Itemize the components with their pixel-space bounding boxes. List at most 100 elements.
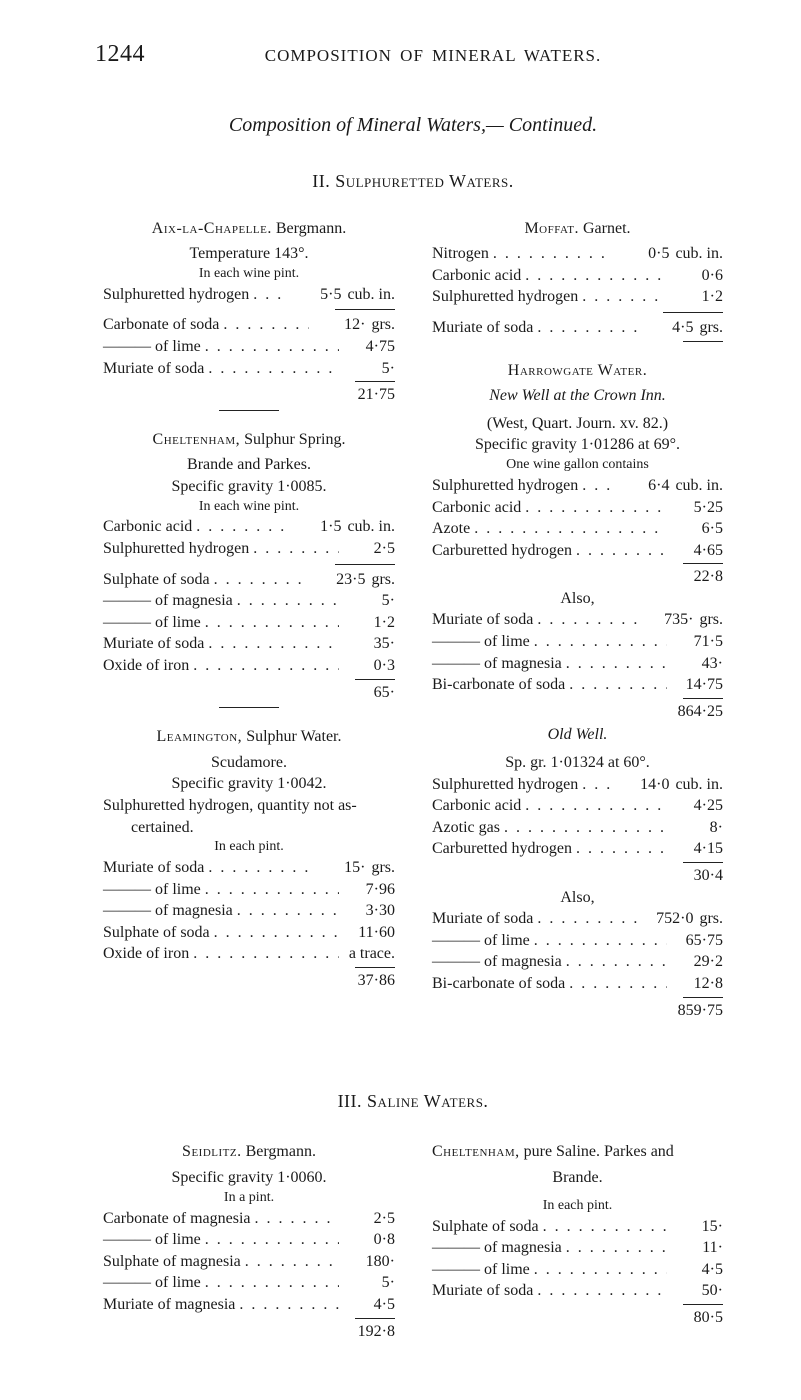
data-row: Muriate of soda735·grs. (432, 609, 723, 631)
data-row: Sulphate of soda 23·5 grs. (103, 569, 395, 591)
old-well-sum1-value: 30·4 (663, 865, 723, 887)
chelt2-heading-rest: pure Saline. Parkes and (524, 1143, 674, 1160)
data-row: Oxide of iron0·3 (103, 655, 395, 677)
section-3-columns: Seidlitz. Bergmann. Specific gravity 1·0… (95, 1137, 731, 1360)
harrow-heading: Harrowgate Water. (432, 360, 723, 382)
data-row: Carbonate of magnesia2·5 (103, 1208, 395, 1230)
section-title-2: II. Sulphuretted Waters. (95, 169, 731, 193)
leam-note2: certained. (103, 817, 395, 839)
data-row: Azote6·5 (432, 518, 723, 540)
chelt2-sum: 80·5 (432, 1307, 723, 1329)
row-label: Carbonate of magnesia (103, 1208, 251, 1230)
row-unit: cub. in. (675, 475, 723, 497)
rule (335, 309, 395, 310)
rule (355, 679, 395, 680)
leader-dots (534, 930, 667, 952)
leader-dots (534, 1259, 667, 1281)
row-unit: grs. (699, 609, 723, 631)
chelt-sub2: Specific gravity 1·0085. (103, 476, 395, 498)
aix-rows-1: Sulphuretted hydrogen5·5cub. in. (103, 284, 395, 306)
row-label: ——— of magnesia (103, 900, 233, 922)
row-label: Carbonic acid (432, 265, 521, 287)
row-value: 1·5 (289, 516, 341, 538)
row-label: ——— of lime (103, 612, 201, 634)
data-row: Azotic gas8· (432, 817, 723, 839)
leader-dots (205, 879, 339, 901)
data-row: Carburetted hydrogen4·65 (432, 540, 723, 562)
row-value: 15· (313, 857, 365, 879)
harrow-sum2: 864·25 (432, 701, 723, 723)
row-value: 12·8 (671, 973, 723, 995)
row-unit: cub. in. (675, 774, 723, 796)
leader-dots (196, 516, 285, 538)
leader-dots (214, 922, 339, 944)
section-2-columns: Aix-la-Chapelle. Bergmann. Temperature 1… (95, 214, 731, 1039)
harrow-sub3: One wine gallon contains (432, 456, 723, 475)
row-label: ——— of lime (103, 336, 201, 358)
leader-dots (493, 243, 614, 265)
moffat-heading: Moffat. Garnet. (432, 218, 723, 240)
row-label: Sulphuretted hydrogen (432, 475, 578, 497)
row-unit: grs. (371, 569, 395, 591)
old-well-heading: Old Well. (432, 724, 723, 746)
moffat-heading-rest: Garnet. (583, 220, 631, 237)
data-row: Muriate of soda35· (103, 633, 395, 655)
row-label: Muriate of soda (432, 1280, 533, 1302)
row-label: ——— of lime (432, 930, 530, 952)
rule (683, 563, 723, 564)
row-value: 5· (343, 1272, 395, 1294)
row-label: Carbonic acid (432, 795, 521, 817)
row-value: 0·5 (617, 243, 669, 265)
row-unit: grs. (371, 857, 395, 879)
row-value: 4·5 (641, 317, 693, 339)
row-label: Sulphate of magnesia (103, 1251, 241, 1273)
data-row: Sulphuretted hydrogen1·2 (432, 286, 723, 308)
leader-dots (582, 774, 613, 796)
leader-dots (576, 838, 667, 860)
chelt2-sum-value: 80·5 (663, 1307, 723, 1329)
data-row: ——— of lime 71·5 (432, 631, 723, 653)
row-value: 3·30 (343, 900, 395, 922)
harrow-rows-2: Muriate of soda735·grs.——— of lime71·5——… (432, 609, 723, 695)
row-value: 23·5 (313, 569, 365, 591)
old-well-sum2-value: 859·75 (663, 1000, 723, 1022)
leam-sub1: Scudamore. (103, 752, 395, 774)
leader-dots (525, 795, 667, 817)
section-title-3: III. Saline Waters. (95, 1089, 731, 1113)
row-label: Oxide of iron (103, 943, 189, 965)
row-value: 12· (313, 314, 365, 336)
row-value: 5·5 (289, 284, 341, 306)
seid-sum: 192·8 (103, 1321, 395, 1343)
row-label: Muriate of soda (432, 317, 533, 339)
leader-dots (566, 951, 667, 973)
harrow-heading-sc: Harrowgate Water. (508, 362, 647, 379)
row-unit: grs. (371, 314, 395, 336)
row-label: Bi-carbonate of soda (432, 674, 565, 696)
row-value: 71·5 (671, 631, 723, 653)
leam-sub2: Specific gravity 1·0042. (103, 773, 395, 795)
row-value: 5·25 (671, 497, 723, 519)
row-label: Sulphuretted hydrogen (103, 284, 249, 306)
leader-dots (214, 569, 310, 591)
row-value: 29·2 (671, 951, 723, 973)
data-row: ——— of magnesia43· (432, 653, 723, 675)
leader-dots (582, 286, 667, 308)
harrow-sum1: 22·8 (432, 566, 723, 588)
aix-heading-sc: Aix-la-Chapelle. (152, 220, 272, 237)
row-value: 0·8 (343, 1229, 395, 1251)
aix-heading-rest: Bergmann. (276, 220, 346, 237)
row-label: Carbonate of soda (103, 314, 219, 336)
row-label: ——— of magnesia (432, 653, 562, 675)
leader-dots (205, 1229, 339, 1251)
row-value: 15· (671, 1216, 723, 1238)
right-column-3: Cheltenham, pure Saline. Parkes and Bran… (413, 1137, 731, 1360)
row-label: Sulphate of soda (103, 569, 210, 591)
aix-sum-value: 21·75 (335, 384, 395, 406)
row-label: Carburetted hydrogen (432, 838, 572, 860)
leader-dots (223, 314, 309, 336)
harrow-sum1-value: 22·8 (663, 566, 723, 588)
data-row: ——— of magnesia11· (432, 1237, 723, 1259)
row-label: ——— of lime (432, 631, 530, 653)
rule (683, 862, 723, 863)
page-header: 1244 COMPOSITION OF MINERAL WATERS. (95, 38, 731, 70)
